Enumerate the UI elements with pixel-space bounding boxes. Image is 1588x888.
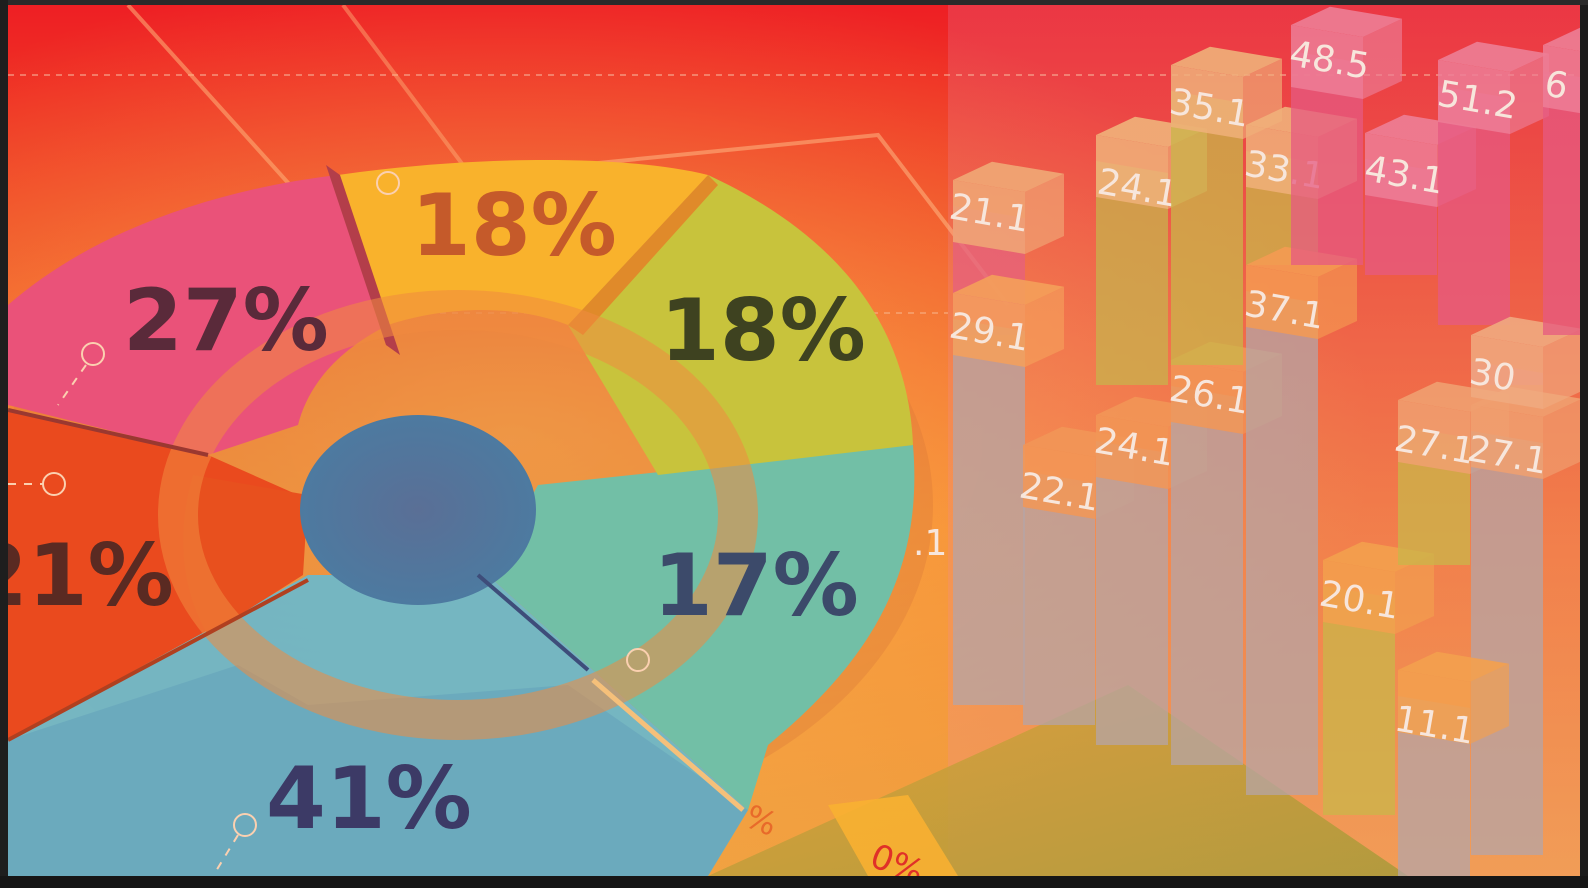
bar-column bbox=[1023, 471, 1095, 725]
bar-face bbox=[1398, 400, 1470, 474]
bar-top bbox=[1543, 27, 1580, 52]
bar-side bbox=[1025, 286, 1064, 367]
bar-face bbox=[1365, 133, 1437, 207]
bar-block bbox=[1291, 6, 1402, 265]
bar-face bbox=[1471, 405, 1543, 479]
bar-side bbox=[1543, 329, 1580, 409]
pie-label-21: 21% bbox=[8, 526, 174, 626]
pie-label-18-olive: 18% bbox=[660, 281, 866, 381]
bar-value-label: 30 bbox=[1466, 351, 1518, 399]
bar-side bbox=[1543, 399, 1580, 479]
chart-artwork: 0% % bbox=[8, 5, 1580, 876]
bar-block bbox=[953, 274, 1064, 705]
bar-top bbox=[1171, 46, 1282, 77]
bar-column bbox=[1323, 586, 1395, 815]
pie-slice-27 bbox=[8, 175, 388, 455]
bar-top bbox=[953, 274, 1064, 305]
bar-block bbox=[1246, 246, 1357, 795]
bar-column bbox=[953, 319, 1025, 705]
pie-divider bbox=[8, 408, 209, 457]
pie-hub bbox=[300, 415, 536, 605]
bar-face bbox=[1023, 445, 1095, 519]
bottom-border bbox=[0, 876, 1588, 888]
light-streak bbox=[341, 5, 480, 187]
bar-side bbox=[1510, 53, 1549, 134]
leader-marker bbox=[81, 342, 105, 366]
bar-face bbox=[1171, 360, 1243, 434]
bar-column bbox=[1096, 441, 1168, 745]
leader-marker bbox=[626, 648, 650, 672]
floor-stripe bbox=[828, 795, 958, 876]
bar-face bbox=[1471, 335, 1543, 409]
pie-divider bbox=[476, 573, 590, 672]
bar-top bbox=[1398, 651, 1509, 682]
leader-marker bbox=[233, 813, 257, 837]
bar-column bbox=[1096, 161, 1168, 385]
bar-face bbox=[1291, 25, 1363, 99]
bar-top bbox=[1438, 41, 1549, 72]
bar-face bbox=[953, 293, 1025, 367]
pie-divider bbox=[8, 578, 309, 742]
bar-column bbox=[1171, 91, 1243, 365]
bar-column bbox=[1171, 386, 1243, 765]
bar-face bbox=[1246, 265, 1318, 339]
bar-face bbox=[953, 180, 1025, 254]
pie-divider bbox=[591, 678, 745, 812]
bar-column bbox=[1471, 431, 1543, 855]
light-streak bbox=[126, 5, 310, 207]
bar-top bbox=[1291, 6, 1402, 38]
bar-column bbox=[1543, 71, 1580, 335]
pie-slice-18-olive-edge bbox=[568, 175, 718, 335]
bar-face bbox=[1398, 670, 1470, 744]
pie-slice-18-yellow bbox=[338, 160, 708, 325]
bar-face bbox=[1543, 45, 1580, 114]
bar-side bbox=[1395, 553, 1434, 634]
left-border bbox=[0, 0, 8, 888]
pie-label-27: 27% bbox=[123, 271, 329, 371]
bar-column bbox=[1438, 86, 1510, 325]
pie-inner-ring bbox=[158, 290, 758, 740]
bar-block bbox=[1438, 41, 1549, 325]
bar-value-label-partial: .1 bbox=[913, 523, 947, 564]
bar-column bbox=[1291, 51, 1363, 265]
bar-face bbox=[1096, 415, 1168, 489]
bar-top bbox=[953, 161, 1064, 192]
leader-marker bbox=[376, 171, 400, 195]
bar-side bbox=[1318, 258, 1357, 339]
pie-label-17: 17% bbox=[653, 536, 859, 636]
bar-face bbox=[1171, 65, 1243, 139]
bar-face bbox=[1096, 135, 1168, 209]
bar-chart: 21.129.122.124.124.126.135.133.137.148.5… bbox=[913, 6, 1580, 876]
top-border bbox=[0, 0, 1588, 5]
pie-label-41: 41% bbox=[266, 749, 472, 849]
bar-column bbox=[1246, 291, 1318, 795]
bar-block bbox=[1398, 651, 1509, 876]
pie-chart: 41% 17% 18% 18% 27% 21% bbox=[8, 160, 933, 876]
bar-side bbox=[1470, 663, 1509, 744]
bar-block bbox=[1543, 27, 1580, 335]
bar-side bbox=[1025, 173, 1064, 254]
bar-side bbox=[1363, 18, 1402, 99]
pie-label-18-yellow: 18% bbox=[411, 176, 617, 276]
bar-face bbox=[1438, 60, 1510, 134]
bar-face bbox=[1323, 560, 1395, 634]
